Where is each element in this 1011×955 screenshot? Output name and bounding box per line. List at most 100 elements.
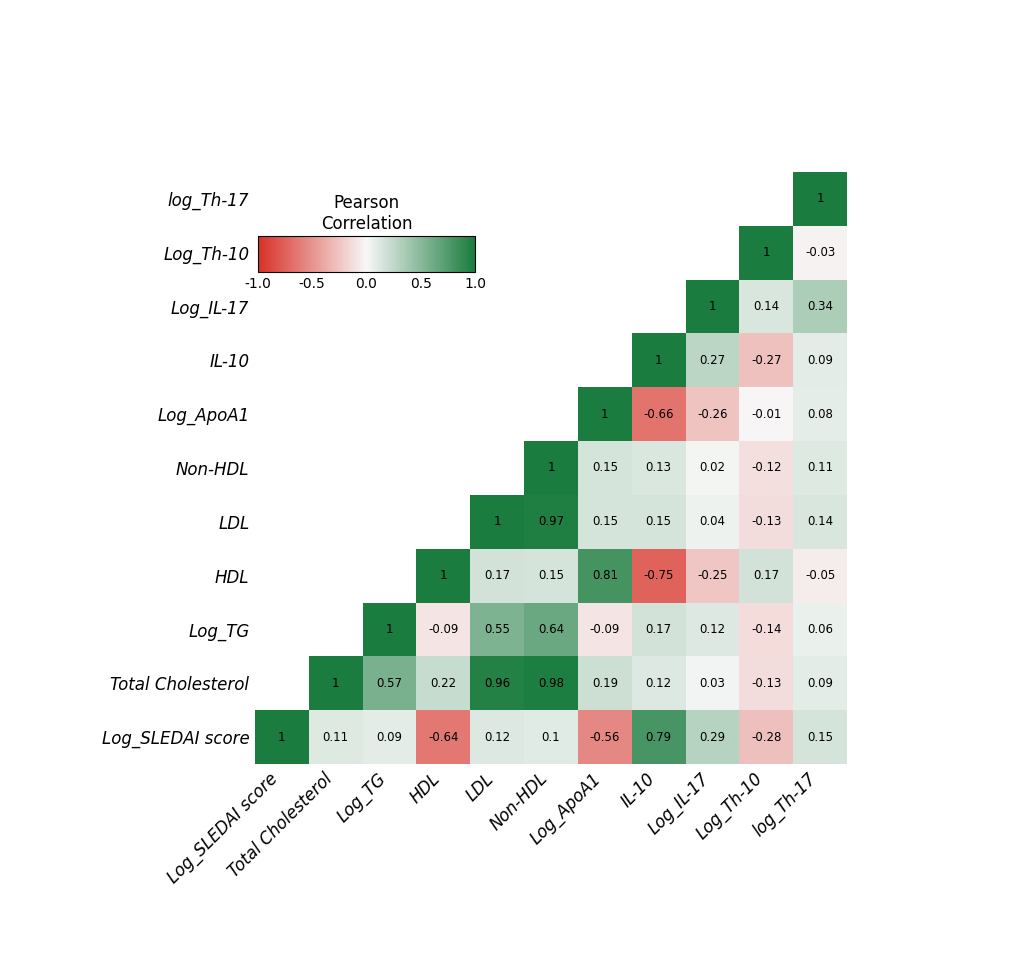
Text: 0.12: 0.12	[700, 623, 726, 636]
Bar	[632, 495, 685, 549]
Text: 1: 1	[709, 300, 716, 313]
Bar	[470, 711, 524, 764]
Bar	[794, 333, 847, 387]
Text: 0.64: 0.64	[538, 623, 564, 636]
Bar	[685, 656, 739, 711]
Bar	[794, 711, 847, 764]
Bar	[363, 656, 417, 711]
Bar	[794, 441, 847, 495]
Bar	[524, 711, 578, 764]
Text: 0.11: 0.11	[807, 461, 833, 475]
Text: 0.09: 0.09	[807, 353, 833, 367]
Bar	[739, 656, 794, 711]
Text: 0.17: 0.17	[646, 623, 671, 636]
Text: -0.26: -0.26	[698, 408, 728, 420]
Text: -0.28: -0.28	[751, 731, 782, 744]
Bar	[794, 656, 847, 711]
Bar	[685, 280, 739, 333]
Text: -0.09: -0.09	[589, 623, 620, 636]
Bar	[578, 603, 632, 656]
Bar	[578, 656, 632, 711]
Bar	[685, 549, 739, 603]
Bar	[632, 656, 685, 711]
Text: 1: 1	[655, 353, 662, 367]
Text: 0.15: 0.15	[646, 516, 671, 528]
Text: 0.13: 0.13	[646, 461, 671, 475]
Text: 0.14: 0.14	[807, 516, 833, 528]
Bar	[794, 387, 847, 441]
Bar	[417, 656, 470, 711]
Bar	[578, 441, 632, 495]
Bar	[739, 711, 794, 764]
Bar	[632, 711, 685, 764]
Bar	[739, 495, 794, 549]
Text: 0.09: 0.09	[376, 731, 402, 744]
Text: 0.03: 0.03	[700, 677, 726, 690]
Bar	[685, 711, 739, 764]
Text: -0.12: -0.12	[751, 461, 782, 475]
Bar	[470, 603, 524, 656]
Bar	[524, 495, 578, 549]
Bar	[794, 549, 847, 603]
Text: -0.75: -0.75	[643, 569, 674, 583]
Bar	[794, 280, 847, 333]
Bar	[632, 441, 685, 495]
Bar	[739, 603, 794, 656]
Text: 0.1: 0.1	[542, 731, 560, 744]
Text: 0.11: 0.11	[323, 731, 349, 744]
Bar	[794, 495, 847, 549]
Text: 0.15: 0.15	[807, 731, 833, 744]
Text: -0.13: -0.13	[751, 516, 782, 528]
Bar	[417, 711, 470, 764]
Bar	[417, 549, 470, 603]
Text: 0.22: 0.22	[431, 677, 456, 690]
Text: 0.79: 0.79	[646, 731, 671, 744]
Text: 0.96: 0.96	[484, 677, 511, 690]
Bar	[739, 333, 794, 387]
Text: 0.15: 0.15	[591, 461, 618, 475]
Text: -0.66: -0.66	[643, 408, 674, 420]
Bar	[794, 603, 847, 656]
Text: 0.17: 0.17	[753, 569, 779, 583]
Bar	[578, 387, 632, 441]
Text: -0.56: -0.56	[589, 731, 620, 744]
Text: -0.14: -0.14	[751, 623, 782, 636]
Bar	[578, 549, 632, 603]
Text: 0.08: 0.08	[807, 408, 833, 420]
Bar	[578, 495, 632, 549]
Text: 0.15: 0.15	[538, 569, 564, 583]
Bar	[739, 549, 794, 603]
Text: 1: 1	[332, 677, 340, 690]
Text: 0.55: 0.55	[484, 623, 511, 636]
Bar	[470, 495, 524, 549]
Text: 0.12: 0.12	[646, 677, 671, 690]
Bar	[255, 711, 308, 764]
Bar	[308, 656, 363, 711]
Text: 1: 1	[440, 569, 447, 583]
Bar	[470, 549, 524, 603]
Text: -0.01: -0.01	[751, 408, 782, 420]
Text: 1: 1	[602, 408, 609, 420]
Bar	[417, 603, 470, 656]
Text: 0.02: 0.02	[700, 461, 726, 475]
Bar	[308, 711, 363, 764]
Text: 0.27: 0.27	[700, 353, 726, 367]
Bar	[578, 711, 632, 764]
Text: 0.98: 0.98	[538, 677, 564, 690]
Bar	[794, 172, 847, 225]
Bar	[739, 280, 794, 333]
Bar	[524, 603, 578, 656]
Text: -0.64: -0.64	[428, 731, 459, 744]
Text: 0.12: 0.12	[484, 731, 511, 744]
Bar	[524, 549, 578, 603]
Bar	[685, 441, 739, 495]
Text: -0.09: -0.09	[428, 623, 459, 636]
Text: 0.34: 0.34	[807, 300, 833, 313]
Text: 0.09: 0.09	[807, 677, 833, 690]
Bar	[685, 495, 739, 549]
Bar	[685, 603, 739, 656]
Bar	[632, 387, 685, 441]
Text: 1: 1	[493, 516, 500, 528]
Text: 1: 1	[547, 461, 555, 475]
Text: -0.25: -0.25	[698, 569, 728, 583]
